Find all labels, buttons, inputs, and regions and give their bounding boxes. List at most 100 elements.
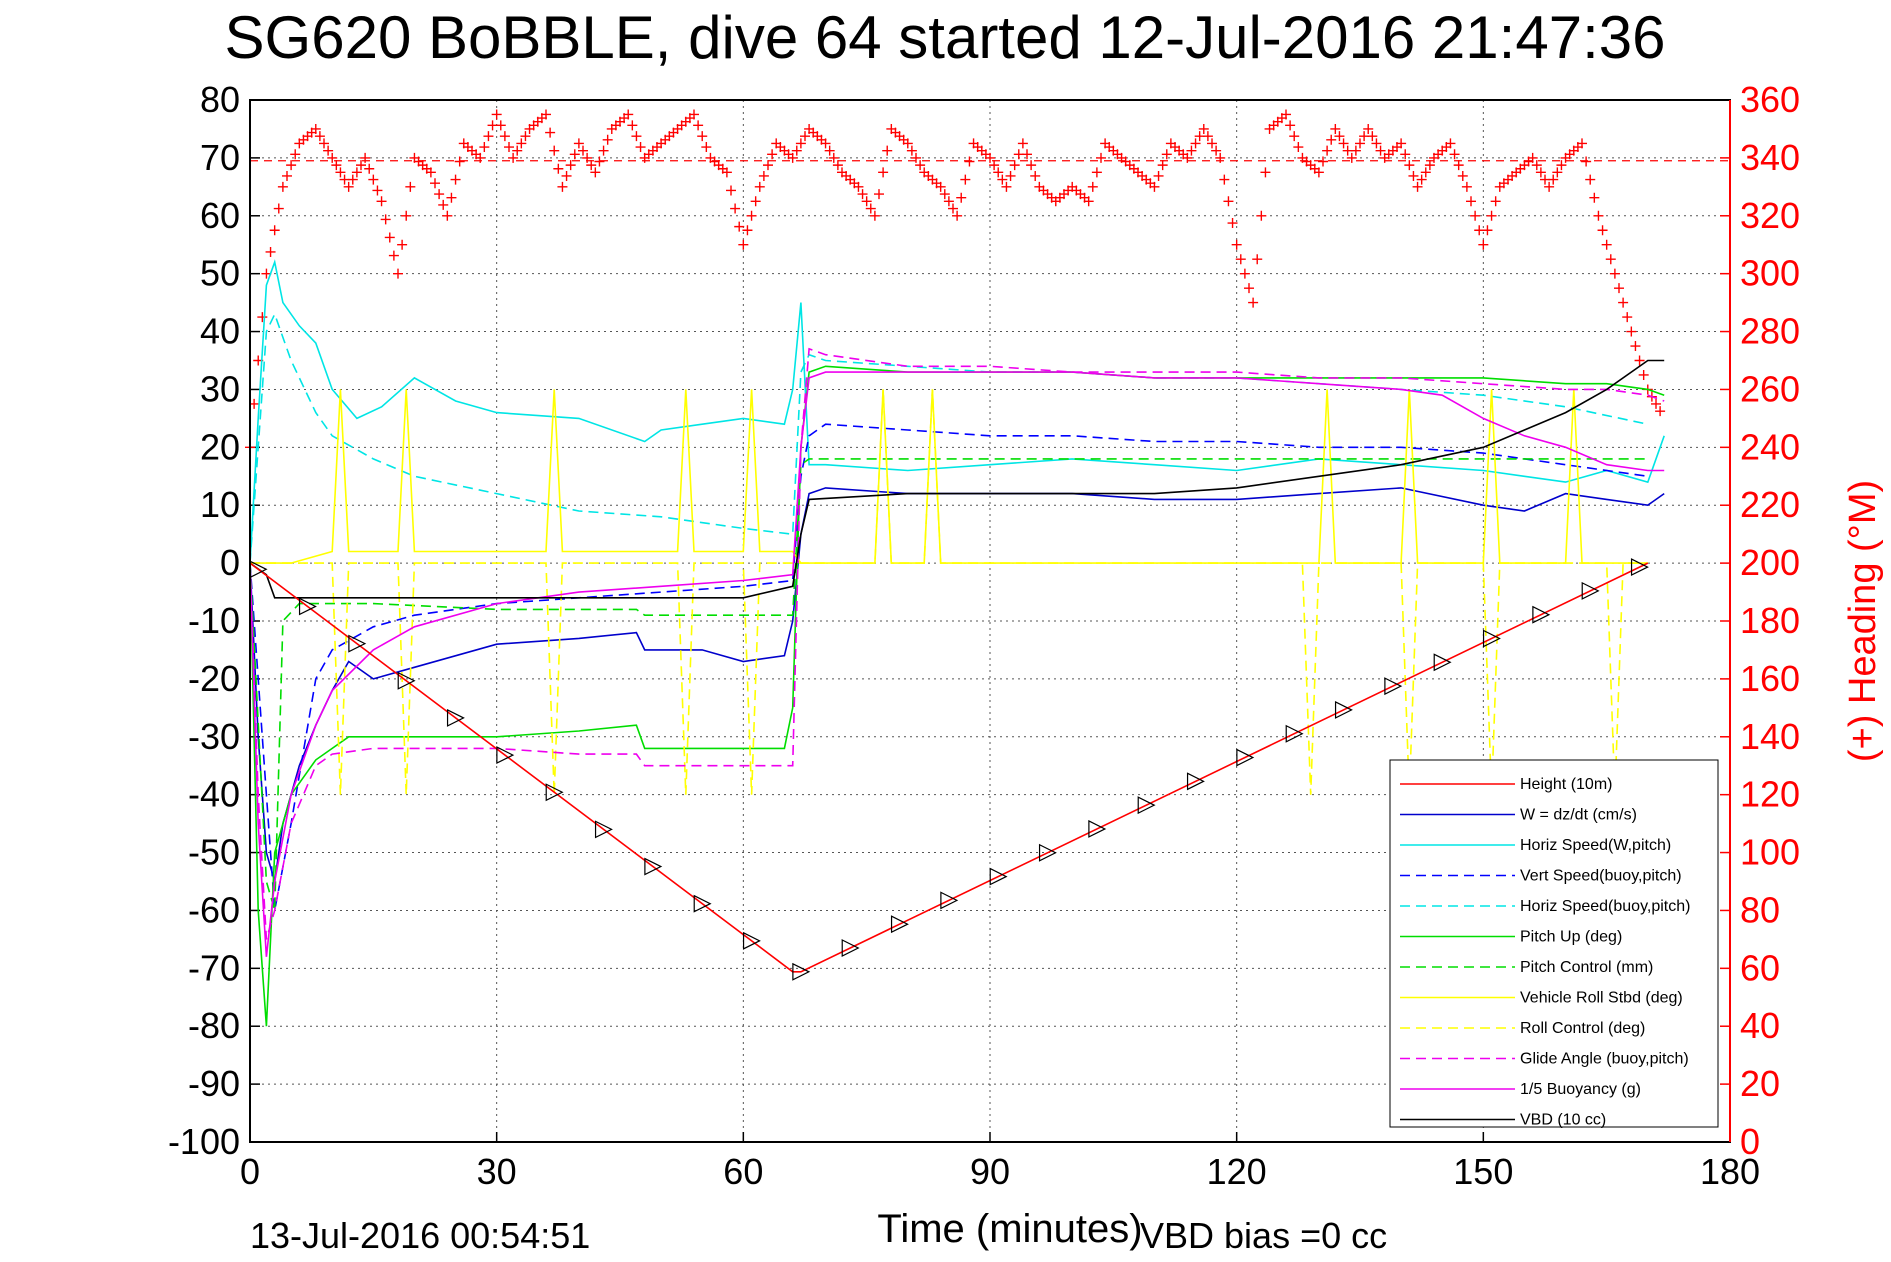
heading-point xyxy=(787,152,798,163)
heading-point xyxy=(1614,283,1624,294)
heading-point xyxy=(450,174,461,185)
heading-point xyxy=(1535,167,1546,178)
heading-point xyxy=(1581,156,1592,167)
heading-point xyxy=(635,142,646,153)
footer-timestamp: 13-Jul-2016 00:54:51 xyxy=(250,1215,590,1256)
height-marker xyxy=(298,597,317,616)
heading-point xyxy=(384,232,395,243)
heading-point xyxy=(1318,156,1328,167)
heading-point xyxy=(1248,297,1259,308)
right-y-tick-label: 60 xyxy=(1740,947,1780,988)
heading-point xyxy=(906,145,917,156)
heading-point xyxy=(1609,268,1620,279)
heading-point xyxy=(1457,170,1468,181)
heading-point xyxy=(758,170,769,181)
heading-point xyxy=(857,189,868,200)
heading-point xyxy=(800,131,810,142)
heading-point xyxy=(397,239,408,250)
height-marker xyxy=(742,931,761,950)
heading-point xyxy=(1601,239,1612,250)
heading-point xyxy=(388,250,399,261)
heading-point xyxy=(1544,181,1555,192)
height-markers xyxy=(249,558,1649,981)
heading-point xyxy=(1182,152,1193,163)
heading-point xyxy=(750,196,761,207)
right-y-tick-label: 180 xyxy=(1740,600,1800,641)
heading-point xyxy=(726,185,736,196)
heading-point xyxy=(434,189,445,200)
height-marker xyxy=(1088,819,1107,838)
heading-point xyxy=(1449,149,1460,160)
heading-point xyxy=(512,145,523,156)
right-y-tick-label: 200 xyxy=(1740,542,1800,583)
right-y-tick-label: 0 xyxy=(1740,1121,1760,1162)
height-marker xyxy=(594,820,613,839)
heading-point xyxy=(1190,138,1201,149)
heading-point xyxy=(911,152,921,163)
heading-point xyxy=(1091,167,1102,178)
series-line-4 xyxy=(249,312,1648,564)
heading-point xyxy=(1260,167,1271,178)
right-y-tick-label: 300 xyxy=(1740,253,1800,294)
heading-point xyxy=(582,152,593,163)
heading-point xyxy=(265,246,276,257)
footer-vbd-bias: VBD bias =0 cc xyxy=(1140,1215,1387,1256)
heading-point xyxy=(742,225,753,236)
heading-point xyxy=(956,192,967,203)
heading-point xyxy=(1313,167,1324,178)
legend-label: Vert Speed(buoy,pitch) xyxy=(1520,868,1682,885)
heading-point xyxy=(1289,131,1300,142)
heading-point xyxy=(960,174,971,185)
x-tick-label: 120 xyxy=(1207,1151,1267,1192)
heading-point xyxy=(335,167,346,178)
heading-point xyxy=(351,167,362,178)
height-marker xyxy=(989,867,1008,886)
heading-point xyxy=(1231,239,1242,250)
heading-point xyxy=(1030,170,1041,181)
heading-point xyxy=(832,160,843,171)
heading-point xyxy=(997,174,1008,185)
heading-point xyxy=(1244,283,1254,294)
right-y-tick-label: 340 xyxy=(1740,137,1800,178)
series-lines xyxy=(249,259,1665,1027)
series-line-3 xyxy=(249,423,1648,911)
heading-point xyxy=(1630,341,1641,352)
height-marker xyxy=(1236,748,1255,767)
y-tick-label: -70 xyxy=(188,947,240,988)
heading-point xyxy=(1605,254,1616,265)
heading-point xyxy=(689,109,699,120)
heading-point xyxy=(1363,123,1374,134)
heading-point xyxy=(1412,181,1423,192)
heading-point xyxy=(380,214,391,225)
height-marker xyxy=(1384,677,1403,696)
heading-point xyxy=(1017,138,1028,149)
heading-point xyxy=(1330,123,1341,134)
heading-point xyxy=(290,149,301,160)
series-line-9 xyxy=(249,347,1665,940)
heading-point xyxy=(1202,131,1213,142)
height-marker xyxy=(397,671,416,690)
heading-point xyxy=(1252,254,1263,265)
heading-point xyxy=(1334,131,1345,142)
heading-point xyxy=(1198,123,1209,134)
heading-point xyxy=(861,196,872,207)
height-marker xyxy=(446,708,465,727)
heading-point xyxy=(1207,138,1217,149)
heading-point xyxy=(541,109,551,120)
heading-point xyxy=(516,138,527,149)
height-marker xyxy=(496,746,515,765)
heading-point xyxy=(401,210,412,221)
height-marker xyxy=(940,891,959,910)
heading-point xyxy=(754,181,765,192)
heading-point xyxy=(1416,174,1427,185)
heading-point xyxy=(734,221,745,232)
heading-point xyxy=(1404,160,1415,171)
heading-point xyxy=(943,196,954,207)
legend-label: 1/5 Buoyancy (g) xyxy=(1520,1081,1641,1098)
heading-point xyxy=(483,131,494,142)
heading-point xyxy=(623,109,634,120)
right-y-tick-label: 280 xyxy=(1740,311,1800,352)
heading-point xyxy=(1420,167,1431,178)
right-y-ticks: 3603403203002802602402202001801601401201… xyxy=(1720,79,1800,1162)
heading-point xyxy=(964,156,975,167)
